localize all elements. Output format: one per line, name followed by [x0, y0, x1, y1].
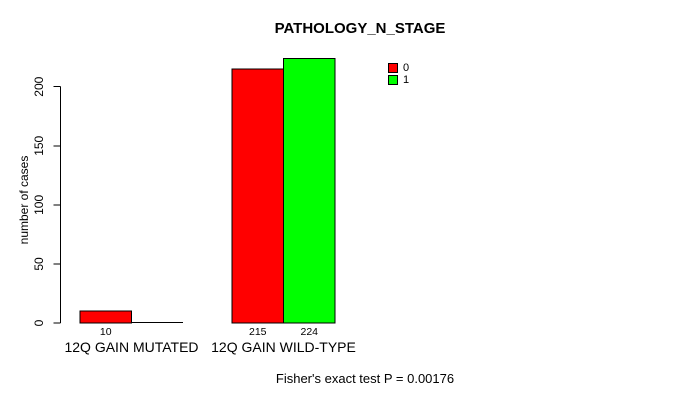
- bar-group0-series0: [79, 310, 132, 324]
- x-category-label: 12Q GAIN WILD-TYPE: [211, 339, 356, 355]
- bar-value-label: 224: [300, 326, 318, 338]
- x-category-label: 12Q GAIN MUTATED: [64, 339, 198, 355]
- legend-item-1: 1: [388, 74, 410, 86]
- legend: 0 1: [388, 63, 409, 87]
- bar-group1-series1: [283, 57, 336, 324]
- bar-value-label: 215: [249, 326, 267, 338]
- fisher-exact-test-note: Fisher's exact test P = 0.00176: [275, 371, 455, 386]
- bar-value-label: 10: [100, 326, 112, 338]
- legend-label-1: 1: [403, 74, 410, 86]
- y-tick-label: 50: [32, 257, 46, 271]
- y-axis-title: number of cases: [17, 156, 31, 245]
- y-tick-label: 150: [32, 135, 46, 155]
- legend-swatch-1: [388, 75, 398, 85]
- y-tick-label: 100: [32, 195, 46, 215]
- legend-label-0: 0: [403, 62, 410, 74]
- legend-item-0: 0: [388, 62, 410, 74]
- y-tick-label: 200: [32, 76, 46, 96]
- y-tick-label: 0: [32, 319, 46, 326]
- chart-title: PATHOLOGY_N_STAGE: [274, 20, 446, 37]
- legend-swatch-0: [388, 63, 398, 73]
- bar-group1-series0: [231, 68, 284, 324]
